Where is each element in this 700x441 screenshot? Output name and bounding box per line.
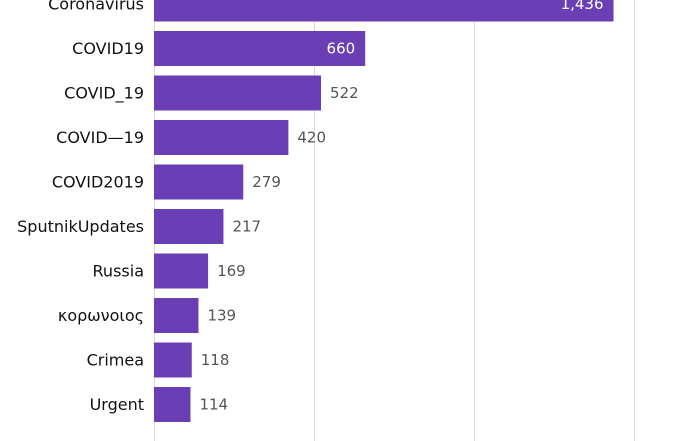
category-label: COVID_19 bbox=[64, 84, 144, 104]
bar bbox=[154, 342, 192, 378]
bars bbox=[154, 0, 614, 422]
bar bbox=[154, 387, 191, 422]
value-labels: 1,436 660 522 420 279 217 169 139 118 114 bbox=[199, 0, 603, 414]
bar bbox=[154, 209, 224, 244]
value-label: 522 bbox=[330, 84, 359, 102]
category-label: SputnikUpdates bbox=[17, 217, 144, 236]
category-label: Crimea bbox=[87, 351, 144, 370]
bar bbox=[154, 31, 366, 66]
value-label: 420 bbox=[297, 129, 326, 147]
value-label: 139 bbox=[207, 307, 236, 325]
bar bbox=[154, 298, 199, 333]
category-labels: Coronavirus COVID19 COVID_19 COVID—19 COVID2… bbox=[17, 0, 144, 414]
value-label: 279 bbox=[252, 173, 281, 191]
bar bbox=[154, 253, 209, 289]
bar bbox=[154, 0, 614, 22]
category-label: Urgent bbox=[90, 395, 144, 414]
value-label: 169 bbox=[217, 262, 246, 280]
category-label: COVID2019 bbox=[52, 173, 144, 192]
bar bbox=[154, 164, 244, 200]
category-label: COVID—19 bbox=[56, 128, 144, 147]
category-label: κορωνοιος bbox=[58, 306, 144, 325]
value-label: 118 bbox=[201, 351, 230, 369]
value-label: 114 bbox=[199, 396, 228, 414]
bar bbox=[154, 120, 289, 155]
category-label: Russia bbox=[93, 262, 144, 281]
value-label: 1,436 bbox=[561, 0, 604, 13]
value-label: 217 bbox=[232, 218, 261, 236]
category-label: COVID19 bbox=[72, 39, 144, 58]
category-label: Coronavirus bbox=[48, 0, 144, 14]
value-label: 660 bbox=[327, 40, 356, 58]
gridlines bbox=[154, 0, 635, 441]
bar bbox=[154, 75, 322, 111]
